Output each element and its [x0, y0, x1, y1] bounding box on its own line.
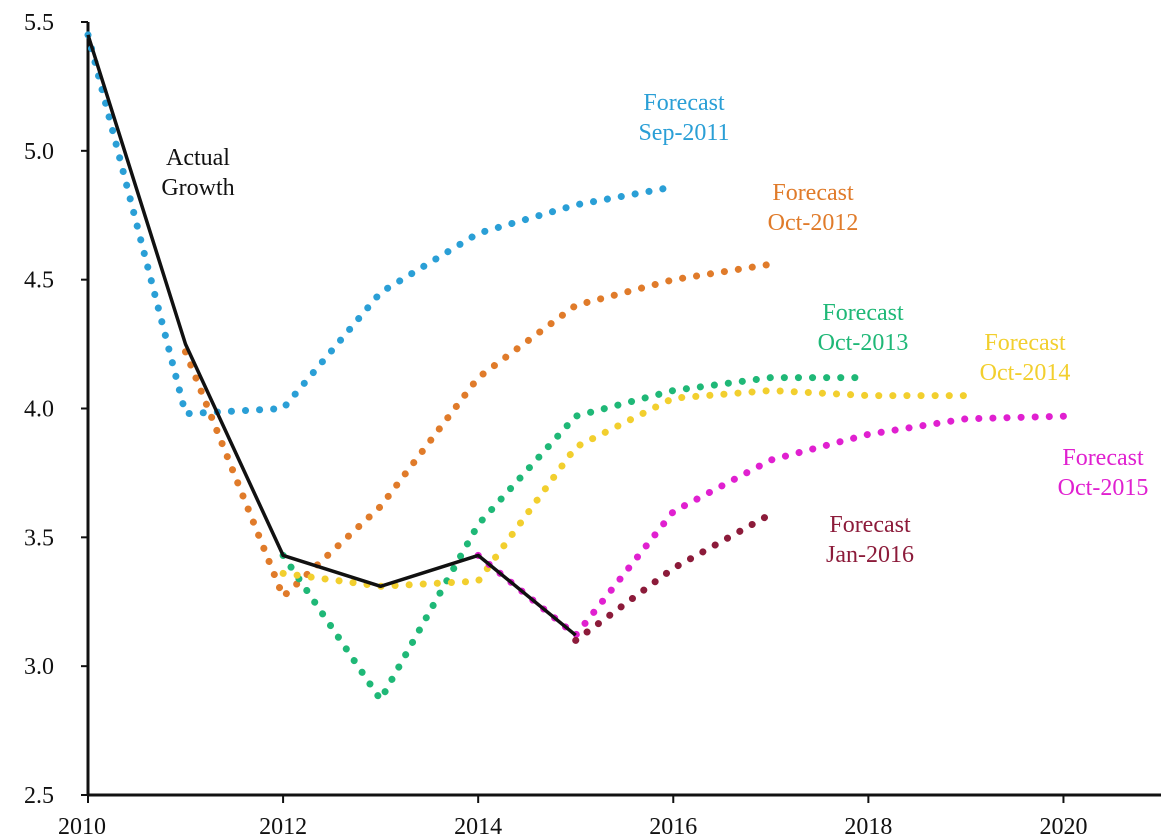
x-tick-label: 2010	[58, 814, 106, 840]
actual-growth-line	[86, 34, 577, 637]
series-label-group: Forecast Sep-2011	[638, 90, 729, 146]
forecast-line-oct-2015	[474, 412, 1067, 639]
y-tick-label: 5.0	[24, 139, 54, 165]
forecast-line-jan-2016	[572, 510, 775, 644]
series-label-line: Oct-2015	[1058, 475, 1149, 501]
x-tick-label: 2014	[454, 814, 502, 840]
series-label-line: Oct-2013	[818, 330, 909, 356]
x-tick-label: 2018	[844, 814, 892, 840]
x-tick-label: 2020	[1039, 814, 1087, 840]
series-label-line: Forecast	[829, 512, 911, 538]
series-label-group: Forecast Oct-2012	[768, 180, 859, 236]
series-label-line: Forecast	[822, 300, 904, 326]
series-label-line: Jan-2016	[826, 542, 914, 568]
y-tick-label: 3.0	[24, 654, 54, 680]
series-label-line: Growth	[161, 175, 234, 201]
series-label-line: Forecast	[984, 330, 1066, 356]
forecast-line-sep-2011	[84, 31, 677, 418]
series-layer	[84, 31, 1067, 704]
y-tick-label: 2.5	[24, 783, 54, 809]
series-label-group: Forecast Oct-2013	[818, 300, 909, 356]
series-label-group: Actual Growth	[161, 145, 234, 201]
series-label-group: Forecast Oct-2014	[980, 330, 1071, 386]
series-labels: Actual Growth Forecast Sep-2011 Forecast Oct-…	[161, 90, 1148, 568]
series-label-line: Oct-2014	[980, 360, 1071, 386]
series-label-line: Forecast	[1062, 445, 1144, 471]
y-tick-label: 3.5	[24, 525, 54, 551]
axes: 2.5 3.0 3.5 4.0 4.5 5.0 5.5 2010 2012 2014 2016 201…	[24, 10, 1161, 840]
series-label-group: Forecast Jan-2016	[826, 512, 914, 568]
forecast-line-oct-2013	[279, 374, 872, 704]
y-tick-label: 4.0	[24, 397, 54, 423]
series-label-group: Forecast Oct-2015	[1058, 445, 1149, 501]
series-label-line: Oct-2012	[768, 210, 859, 236]
y-tick-label: 4.5	[24, 268, 54, 294]
series-label-line: Forecast	[772, 180, 854, 206]
series-label-line: Actual	[166, 145, 230, 171]
x-tick-label: 2012	[259, 814, 307, 840]
y-tick-label: 5.5	[24, 10, 54, 36]
x-tick-label: 2016	[649, 814, 697, 840]
forecast-line-oct-2012	[182, 260, 775, 601]
forecast-line-oct-2014	[279, 387, 970, 590]
series-label-line: Forecast	[643, 90, 725, 116]
series-label-line: Sep-2011	[638, 120, 729, 146]
